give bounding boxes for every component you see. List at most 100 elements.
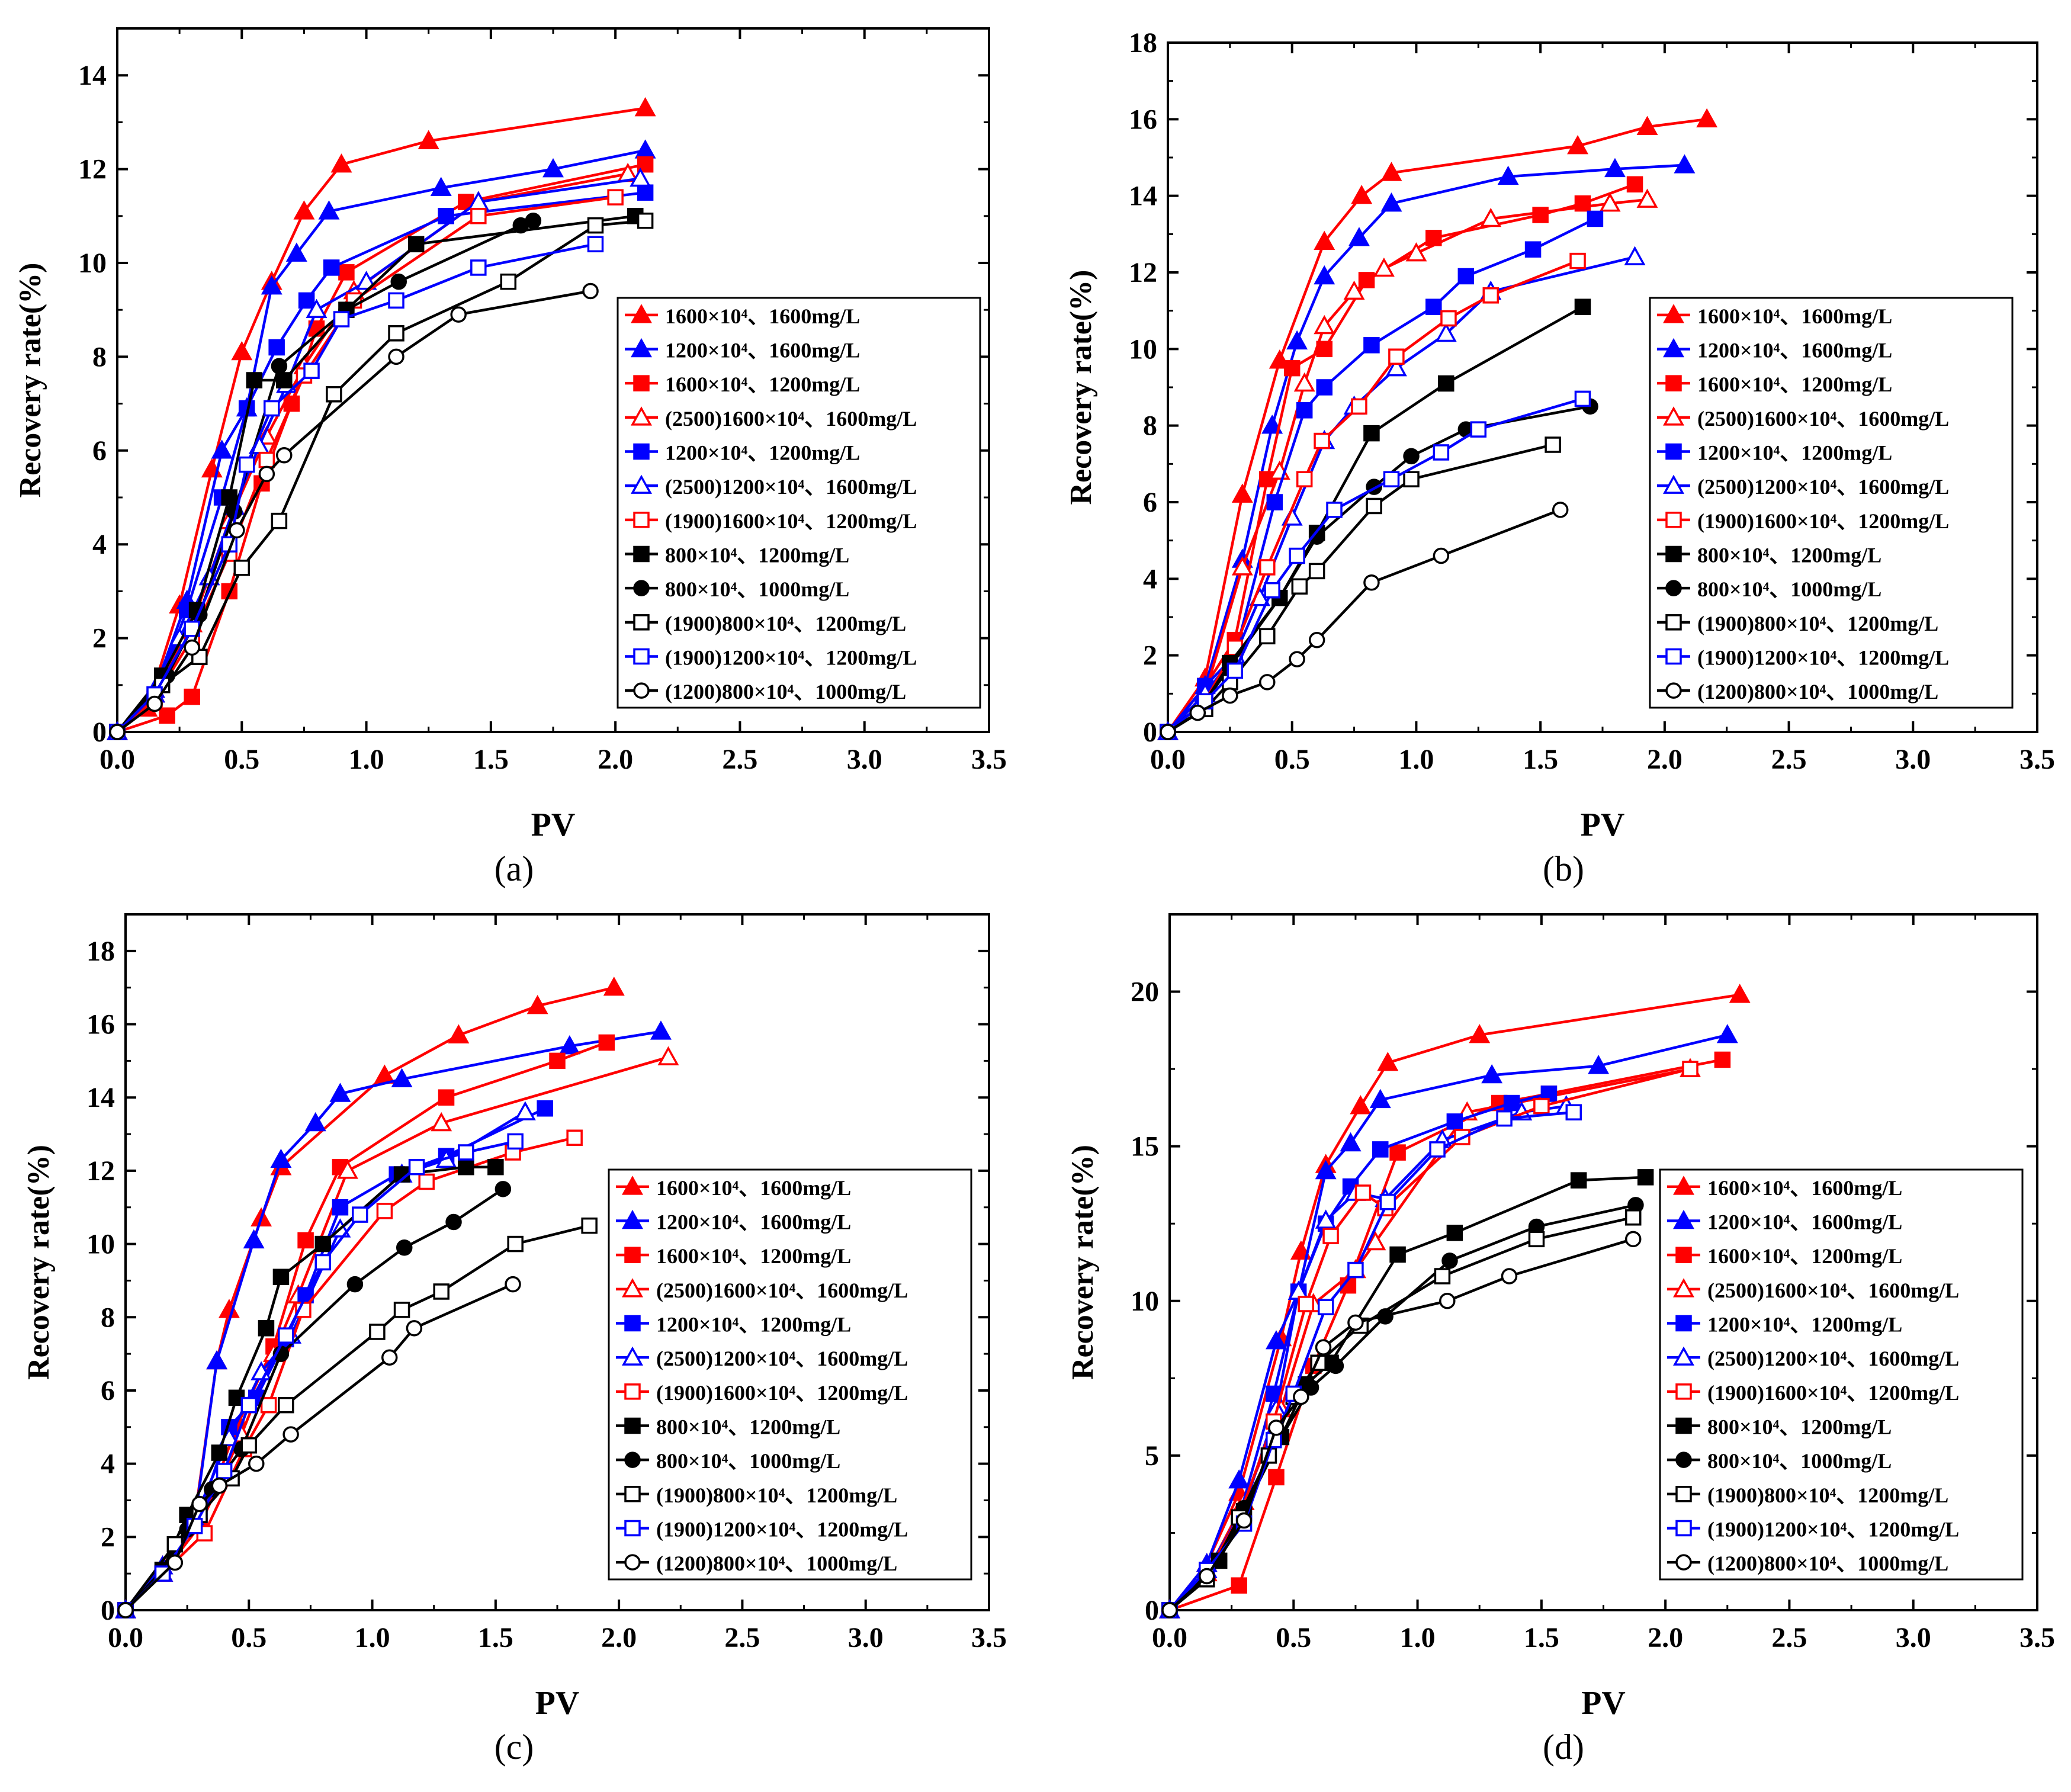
data-point	[318, 200, 340, 220]
legend-entry: 1200×10⁴、1600mg/L	[1667, 1209, 1902, 1234]
data-point	[1293, 372, 1315, 392]
data-point	[229, 522, 245, 539]
data-point	[1366, 497, 1382, 515]
legend-entry: 1600×10⁴、1200mg/L	[625, 372, 860, 396]
data-point	[458, 1158, 474, 1176]
data-point	[487, 1158, 504, 1176]
data-point	[634, 97, 656, 117]
legend-label: (1900)1600×10⁴、1200mg/L	[1707, 1381, 1959, 1405]
data-point	[549, 1052, 566, 1070]
x-tick-label: 2.5	[724, 1622, 760, 1653]
data-point	[109, 724, 126, 740]
legend-box	[1649, 297, 2014, 709]
series-8	[109, 208, 644, 740]
series-line	[124, 1136, 575, 1611]
data-point	[206, 1350, 228, 1370]
legend-marker	[1673, 1346, 1694, 1366]
data-point	[1298, 1296, 1314, 1312]
data-point	[271, 358, 288, 374]
data-point	[450, 306, 467, 323]
legend-label: 1200×10⁴、1600mg/L	[656, 1210, 851, 1234]
data-point	[1435, 322, 1457, 342]
data-point	[1599, 192, 1621, 212]
data-point	[406, 1320, 423, 1337]
y-tick-label: 14	[78, 60, 107, 91]
x-axis-label: PV	[531, 807, 576, 843]
x-axis-label: PV	[1581, 1685, 1626, 1722]
data-point	[1574, 390, 1591, 407]
data-point	[1316, 379, 1332, 396]
data-point	[525, 212, 542, 229]
series-6	[1159, 1095, 1577, 1618]
legend-entry: (1900)800×10⁴、1200mg/L	[1657, 612, 1938, 635]
data-point	[542, 158, 564, 178]
data-point	[1674, 154, 1696, 174]
y-tick-label: 8	[1143, 410, 1157, 442]
legend-marker	[1675, 1554, 1692, 1571]
x-tick-label: 1.0	[355, 1622, 390, 1653]
data-point	[1481, 1064, 1503, 1084]
y-tick-label: 6	[101, 1375, 115, 1406]
legend-entry: (1900)1600×10⁴、1200mg/L	[625, 509, 917, 533]
data-point	[1327, 1357, 1344, 1374]
data-point	[1469, 1024, 1491, 1043]
legend-entry: 1600×10⁴、1600mg/L	[1657, 304, 1892, 328]
y-tick-label: 2	[1143, 640, 1157, 672]
legend-label: (2500)1200×10⁴、1600mg/L	[656, 1347, 908, 1370]
data-point	[1503, 1094, 1520, 1112]
data-point	[458, 1144, 474, 1161]
data-point	[507, 1235, 524, 1253]
legend-label: (1900)800×10⁴、1200mg/L	[1707, 1483, 1948, 1507]
legend-label: (1900)1200×10⁴、1200mg/L	[665, 646, 917, 670]
data-point	[1372, 1141, 1389, 1158]
data-point	[407, 236, 425, 253]
data-point	[598, 1034, 615, 1051]
data-point	[1587, 210, 1604, 227]
data-point	[1291, 578, 1308, 595]
data-point	[1199, 1568, 1215, 1585]
legend-entry: 800×10⁴、1200mg/L	[1657, 544, 1881, 567]
legend-label: (1900)800×10⁴、1200mg/L	[656, 1483, 897, 1507]
y-tick-label: 0	[92, 717, 107, 748]
data-point	[1429, 1141, 1446, 1158]
legend-entry: (1900)800×10⁴、1200mg/L	[625, 612, 906, 635]
legend-label: (1900)800×10⁴、1200mg/L	[1697, 612, 1938, 635]
data-point	[238, 456, 255, 473]
data-point	[1317, 1299, 1334, 1315]
data-point	[293, 200, 315, 220]
x-tick-label: 3.0	[1896, 1622, 1931, 1653]
legend-label: (1900)1200×10⁴、1200mg/L	[656, 1518, 908, 1541]
y-tick-label: 0	[101, 1595, 115, 1626]
data-point	[369, 1324, 386, 1340]
legend-entry: 1200×10⁴、1200mg/L	[1667, 1313, 1902, 1337]
y-tick-label: 4	[101, 1449, 115, 1480]
data-point	[388, 292, 404, 309]
y-axis-label: Recovery rate(%)	[22, 1145, 56, 1380]
x-tick-label: 2.0	[1648, 1622, 1683, 1653]
x-tick-label: 3.0	[1895, 744, 1931, 775]
data-point	[1268, 1420, 1285, 1436]
y-tick-label: 0	[1145, 1595, 1159, 1626]
y-tick-label: 18	[86, 936, 115, 967]
data-point	[1314, 230, 1335, 251]
data-point	[1266, 494, 1283, 510]
data-point	[191, 1495, 208, 1512]
data-point	[582, 282, 599, 300]
data-point	[282, 1426, 299, 1443]
x-tick-label: 1.5	[473, 744, 509, 775]
legend-label: 1200×10⁴、1200mg/L	[665, 441, 860, 465]
legend-entry: (2500)1200×10⁴、1600mg/L	[1657, 474, 1949, 499]
y-tick-label: 8	[101, 1302, 115, 1333]
y-tick-label: 10	[1129, 333, 1157, 365]
data-point	[1314, 265, 1335, 285]
data-point	[418, 130, 439, 149]
data-point	[304, 1112, 326, 1132]
data-point	[1501, 1268, 1518, 1284]
legend-marker	[1673, 1209, 1694, 1229]
data-point	[587, 236, 604, 253]
data-point	[1729, 984, 1751, 1003]
data-point	[258, 465, 275, 483]
x-tick-label: 3.5	[971, 1622, 1007, 1653]
data-point	[303, 362, 320, 379]
x-tick-label: 3.5	[2019, 1622, 2055, 1653]
